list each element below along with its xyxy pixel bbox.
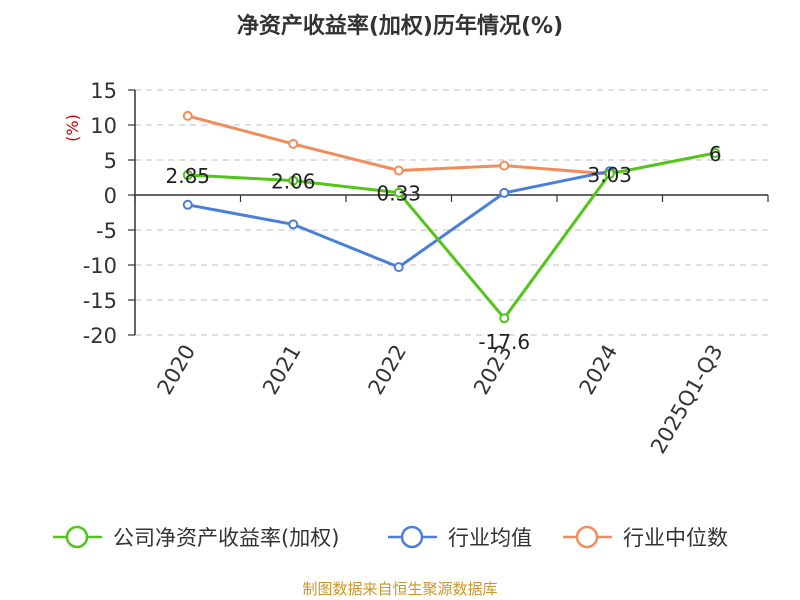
data-point [393, 165, 404, 176]
data-point [288, 219, 299, 230]
y-tick-label: -10 [83, 254, 117, 278]
legend-label: 公司净资产收益率(加权) [113, 526, 339, 550]
x-tick-label: 2020 [153, 341, 201, 399]
data-point [288, 138, 299, 149]
legend-item: 公司净资产收益率(加权) [53, 525, 339, 550]
legend-marker [575, 525, 599, 549]
legend-item: 行业中位数 [563, 525, 728, 550]
legend: 公司净资产收益率(加权) 行业均值 行业中位数 [53, 525, 728, 550]
y-tick-label: -15 [83, 289, 117, 313]
y-tick-label: 10 [90, 114, 117, 138]
y-tick-label: -5 [96, 219, 117, 243]
data-label: 0.33 [376, 182, 421, 206]
data-label: 2.85 [165, 164, 210, 188]
legend-label: 行业中位数 [623, 526, 728, 550]
data-label: 6 [709, 142, 722, 166]
series-line [187, 151, 716, 321]
chart-title: 净资产收益率(加权)历年情况(%) [236, 14, 564, 39]
x-tick-label: 2022 [364, 341, 412, 399]
data-label: 2.06 [271, 170, 316, 194]
x-tick-label: 2024 [575, 341, 623, 399]
y-tick-label: -20 [83, 324, 117, 348]
data-source-note: 制图数据来自恒生聚源数据库 [302, 580, 498, 598]
series-lines [182, 110, 721, 324]
y-tick-label: 5 [104, 149, 117, 173]
data-labels: 2.85 2.06 0.33 -17.6 3.03 6 [165, 142, 721, 354]
y-axis-label: (%) [63, 114, 82, 142]
data-point [393, 262, 404, 273]
legend-item: 行业均值 [388, 525, 532, 550]
data-point [710, 148, 721, 158]
data-label: 3.03 [587, 163, 632, 187]
legend-label: 行业均值 [448, 526, 532, 550]
x-tick-label: 2021 [258, 341, 306, 399]
data-point [182, 170, 193, 181]
data-point [499, 160, 510, 171]
data-label: -17.6 [478, 330, 530, 354]
y-tick-label: 0 [104, 184, 117, 208]
x-tick-label: 2025Q1-Q3 [646, 341, 728, 458]
y-tick-label: 15 [90, 79, 117, 103]
data-point [393, 187, 404, 198]
legend-marker [400, 525, 424, 549]
data-point [182, 199, 193, 210]
data-point [182, 110, 193, 121]
legend-marker [65, 525, 89, 549]
data-point [288, 175, 299, 186]
data-point [499, 313, 510, 324]
data-point [604, 168, 615, 179]
data-point [499, 187, 510, 198]
